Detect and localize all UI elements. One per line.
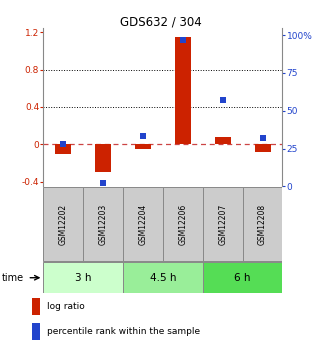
Point (100, 180, 106, 186)
Point (61, 141, 66, 147)
Point (140, 134, 145, 139)
Bar (203, 262, 282, 293)
Point (220, 97, 225, 103)
Bar (175, 37, 191, 144)
Bar (32, 298, 40, 315)
Text: GDS632 / 304: GDS632 / 304 (120, 16, 201, 29)
Text: 6 h: 6 h (234, 273, 251, 283)
Text: GSM12208: GSM12208 (258, 204, 267, 245)
Text: GSM12202: GSM12202 (59, 204, 68, 245)
Bar (243, 187, 282, 262)
Text: time: time (2, 273, 24, 283)
Text: percentile rank within the sample: percentile rank within the sample (47, 327, 200, 336)
Bar (32, 323, 40, 340)
Text: GSM12203: GSM12203 (99, 204, 108, 245)
Bar (215, 137, 231, 144)
Text: GSM12206: GSM12206 (178, 204, 187, 245)
Bar (43, 262, 123, 293)
Text: GSM12204: GSM12204 (138, 204, 147, 245)
Bar (123, 262, 203, 293)
Point (180, 37, 186, 42)
Bar (83, 187, 123, 262)
Text: log ratio: log ratio (47, 302, 84, 311)
Bar (43, 187, 83, 262)
Text: 4.5 h: 4.5 h (150, 273, 176, 283)
Bar (95, 144, 111, 172)
Bar (255, 144, 271, 152)
Bar (55, 144, 71, 154)
Point (260, 135, 265, 141)
Bar (163, 187, 203, 262)
Text: GSM12207: GSM12207 (218, 204, 227, 245)
Bar (123, 187, 163, 262)
Bar (135, 144, 151, 149)
Text: 3 h: 3 h (75, 273, 91, 283)
Bar (203, 187, 243, 262)
